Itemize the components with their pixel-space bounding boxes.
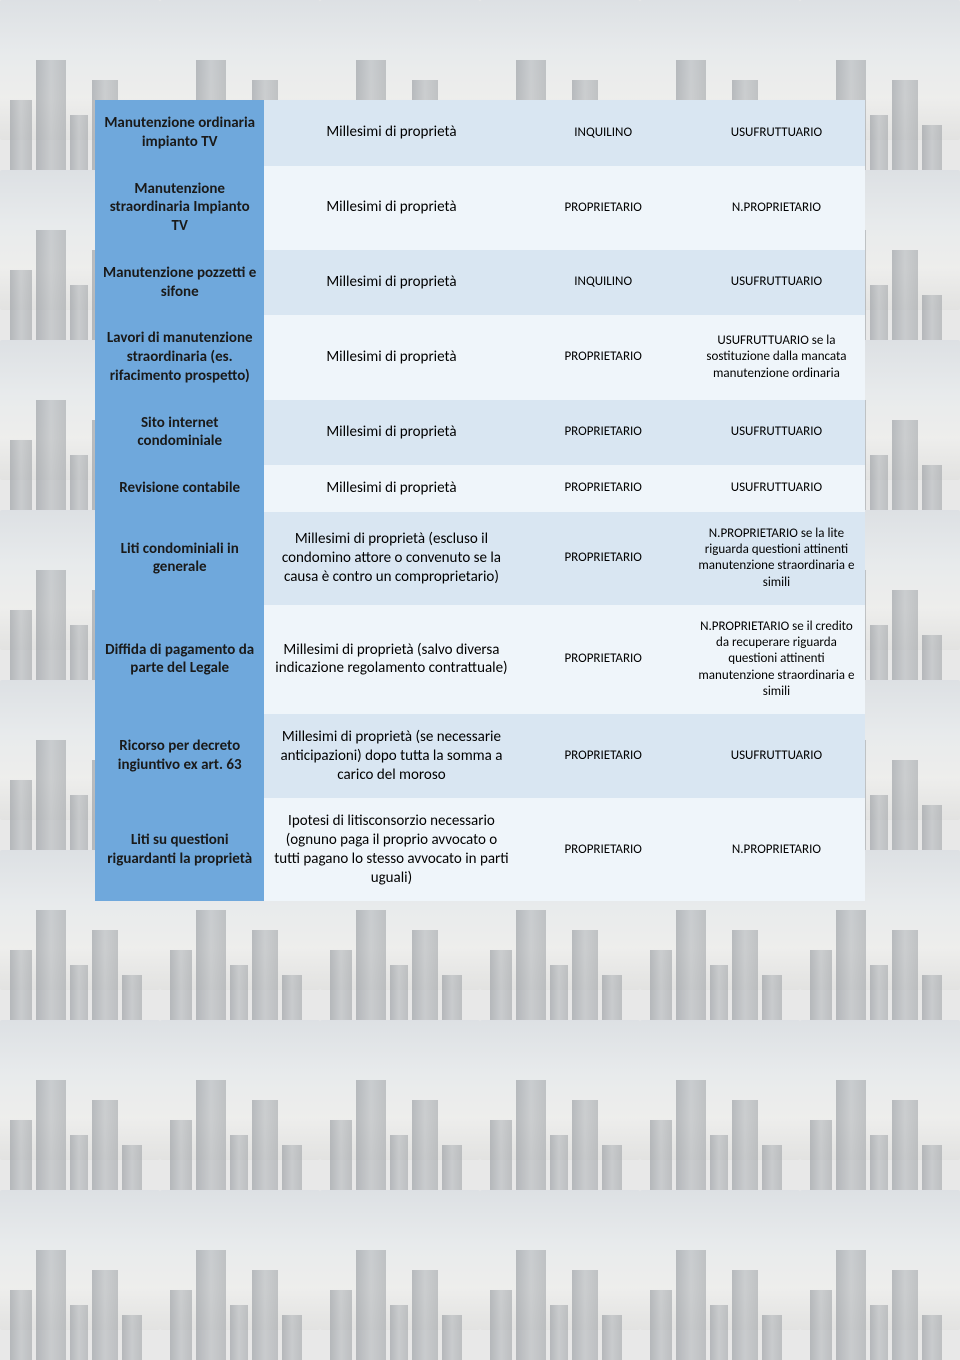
- row-header: Revisione contabile: [95, 465, 264, 512]
- table-row: Manutenzione ordinaria impianto TVMilles…: [95, 100, 865, 166]
- row-header: Manutenzione straordinaria Impianto TV: [95, 166, 264, 250]
- criteria-cell: Millesimi di proprietà: [264, 315, 518, 399]
- criteria-cell: Millesimi di proprietà (se necessarie an…: [264, 714, 518, 798]
- tenant-cell: INQUILINO: [518, 100, 687, 166]
- tenant-cell: PROPRIETARIO: [518, 714, 687, 798]
- table-row: Lavori di manutenzione straordinaria (es…: [95, 315, 865, 399]
- tenant-cell: PROPRIETARIO: [518, 315, 687, 399]
- tenant-cell: PROPRIETARIO: [518, 798, 687, 901]
- expense-allocation-table: Manutenzione ordinaria impianto TVMilles…: [95, 100, 865, 901]
- usufruct-cell: USUFRUTTUARIO: [688, 714, 865, 798]
- tenant-cell: PROPRIETARIO: [518, 605, 687, 714]
- page-content: Manutenzione ordinaria impianto TVMilles…: [0, 0, 960, 901]
- row-header: Manutenzione ordinaria impianto TV: [95, 100, 264, 166]
- row-header: Liti su questioni riguardanti la proprie…: [95, 798, 264, 901]
- usufruct-cell: N.PROPRIETARIO se il credito da recupera…: [688, 605, 865, 714]
- usufruct-cell: N.PROPRIETARIO: [688, 798, 865, 901]
- row-header: Manutenzione pozzetti e sifone: [95, 250, 264, 316]
- tenant-cell: PROPRIETARIO: [518, 512, 687, 605]
- criteria-cell: Millesimi di proprietà: [264, 100, 518, 166]
- criteria-cell: Ipotesi di litisconsorzio necessario (og…: [264, 798, 518, 901]
- tenant-cell: INQUILINO: [518, 250, 687, 316]
- usufruct-cell: N.PROPRIETARIO: [688, 166, 865, 250]
- table-row: Sito internet condominialeMillesimi di p…: [95, 400, 865, 466]
- table-row: Ricorso per decreto ingiuntivo ex art. 6…: [95, 714, 865, 798]
- usufruct-cell: USUFRUTTUARIO se la sostituzione dalla m…: [688, 315, 865, 399]
- table-row: Diffida di pagamento da parte del Legale…: [95, 605, 865, 714]
- usufruct-cell: N.PROPRIETARIO se la lite riguarda quest…: [688, 512, 865, 605]
- criteria-cell: Millesimi di proprietà: [264, 400, 518, 466]
- criteria-cell: Millesimi di proprietà: [264, 465, 518, 512]
- tenant-cell: PROPRIETARIO: [518, 400, 687, 466]
- row-header: Lavori di manutenzione straordinaria (es…: [95, 315, 264, 399]
- table-row: Revisione contabileMillesimi di propriet…: [95, 465, 865, 512]
- table-row: Manutenzione straordinaria Impianto TVMi…: [95, 166, 865, 250]
- usufruct-cell: USUFRUTTUARIO: [688, 250, 865, 316]
- table-row: Manutenzione pozzetti e sifoneMillesimi …: [95, 250, 865, 316]
- criteria-cell: Millesimi di proprietà: [264, 250, 518, 316]
- criteria-cell: Millesimi di proprietà (salvo diversa in…: [264, 605, 518, 714]
- tenant-cell: PROPRIETARIO: [518, 465, 687, 512]
- row-header: Ricorso per decreto ingiuntivo ex art. 6…: [95, 714, 264, 798]
- table-row: Liti su questioni riguardanti la proprie…: [95, 798, 865, 901]
- criteria-cell: Millesimi di proprietà (escluso il condo…: [264, 512, 518, 605]
- usufruct-cell: USUFRUTTUARIO: [688, 400, 865, 466]
- row-header: Diffida di pagamento da parte del Legale: [95, 605, 264, 714]
- row-header: Sito internet condominiale: [95, 400, 264, 466]
- usufruct-cell: USUFRUTTUARIO: [688, 100, 865, 166]
- table-row: Liti condominiali in generaleMillesimi d…: [95, 512, 865, 605]
- tenant-cell: PROPRIETARIO: [518, 166, 687, 250]
- row-header: Liti condominiali in generale: [95, 512, 264, 605]
- criteria-cell: Millesimi di proprietà: [264, 166, 518, 250]
- usufruct-cell: USUFRUTTUARIO: [688, 465, 865, 512]
